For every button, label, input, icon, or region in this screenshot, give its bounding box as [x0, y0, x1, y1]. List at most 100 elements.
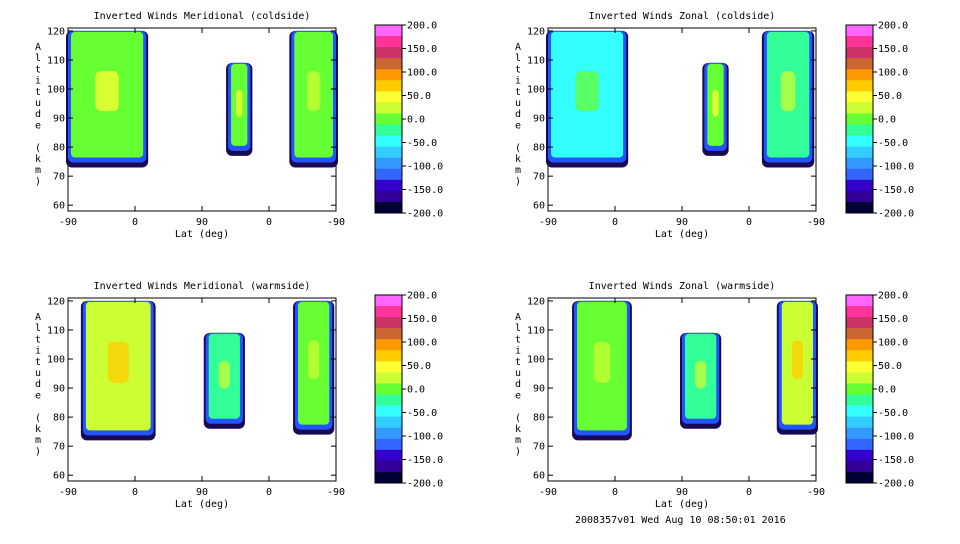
colorbar-swatch: [846, 124, 873, 137]
y-tick-label: 60: [533, 471, 545, 482]
colorbar-swatch: [846, 350, 873, 362]
x-tick-label: -90: [807, 487, 825, 498]
colorbar-tick-label: -100.0: [878, 162, 914, 173]
colorbar-tick-label: -50.0: [878, 408, 908, 419]
colorbar-tick-label: 100.0: [878, 338, 908, 349]
colorbar-swatch: [375, 317, 402, 329]
colorbar-swatch: [846, 427, 873, 440]
y-tick-label: 80: [53, 143, 65, 154]
colorbar-tick-label: 150.0: [878, 44, 908, 55]
y-tick-label: 120: [47, 296, 65, 307]
contour-core: [308, 340, 320, 380]
colorbar-swatch: [846, 383, 873, 396]
x-tick-label: 0: [612, 487, 618, 498]
x-tick-label: -90: [539, 487, 557, 498]
y-tick-label: 80: [533, 413, 545, 424]
y-tick-label: 80: [533, 143, 545, 154]
contour-core: [95, 70, 119, 112]
colorbar-swatch: [375, 168, 402, 181]
colorbar-swatch: [846, 113, 873, 126]
x-tick-label: -90: [59, 487, 77, 498]
x-tick-label: 90: [676, 487, 688, 498]
colorbar-swatch: [846, 157, 873, 170]
colorbar-swatch: [846, 25, 873, 37]
x-tick-label: 0: [266, 217, 272, 228]
x-tick-label: -90: [807, 217, 825, 228]
colorbar-swatch: [846, 295, 873, 307]
colorbar-tick-label: -150.0: [878, 185, 914, 196]
y-tick-label: 110: [527, 325, 545, 336]
colorbar-tick-label: -150.0: [407, 455, 443, 466]
colorbar-tick-label: -50.0: [407, 408, 437, 419]
y-tick-label: 120: [527, 26, 545, 37]
colorbar-swatch: [846, 47, 873, 59]
y-tick-label: 100: [47, 355, 65, 366]
colorbar-tick-label: -200.0: [407, 479, 443, 490]
colorbar-swatch: [375, 25, 402, 37]
y-tick-label: 110: [527, 55, 545, 66]
colorbar-swatch: [375, 190, 402, 203]
chart-title: Inverted Winds Meridional (coldside): [94, 11, 311, 22]
contour-core: [218, 360, 230, 389]
colorbar-swatch: [846, 460, 873, 473]
y-tick-label: 100: [527, 355, 545, 366]
x-tick-label: -90: [327, 487, 345, 498]
chart-panel-1: Inverted Winds Zonal (coldside) 60 70 80 90 1…: [515, 11, 914, 240]
x-tick-label: 0: [132, 217, 138, 228]
colorbar-tick-label: 150.0: [407, 314, 437, 325]
y-tick-label: 70: [53, 172, 65, 183]
colorbar-tick-label: 150.0: [878, 314, 908, 325]
colorbar-swatch: [375, 102, 402, 114]
colorbar-swatch: [846, 394, 873, 407]
colorbar-tick-label: 0.0: [407, 385, 425, 396]
x-tick-label: 0: [266, 487, 272, 498]
colorbar-swatch: [375, 438, 402, 451]
y-tick-label: 90: [53, 384, 65, 395]
chart-title: Inverted Winds Zonal (coldside): [589, 11, 776, 22]
colorbar-swatch: [846, 201, 873, 214]
colorbar-swatch: [375, 58, 402, 70]
colorbar-swatch: [375, 306, 402, 318]
colorbar-swatch: [846, 328, 873, 340]
x-tick-label: 0: [132, 487, 138, 498]
colorbar-swatch: [846, 306, 873, 318]
colorbar-swatch: [846, 102, 873, 114]
y-tick-label: 110: [47, 55, 65, 66]
colorbar-swatch: [375, 460, 402, 473]
y-tick-label: 90: [53, 114, 65, 125]
colorbar-swatch: [846, 372, 873, 384]
colorbar-tick-label: -150.0: [407, 185, 443, 196]
colorbar-swatch: [846, 449, 873, 462]
colorbar-tick-label: 50.0: [407, 361, 431, 372]
colorbar-tick-label: 0.0: [407, 115, 425, 126]
contour-core: [712, 89, 719, 117]
colorbar-tick-label: 200.0: [407, 21, 437, 32]
y-tick-label: 80: [53, 413, 65, 424]
y-tick-label: 120: [527, 296, 545, 307]
colorbar-swatch: [375, 124, 402, 137]
y-tick-label: 100: [47, 85, 65, 96]
colorbar-tick-label: 50.0: [407, 91, 431, 102]
x-tick-label: -90: [539, 217, 557, 228]
colorbar-tick-label: 100.0: [407, 338, 437, 349]
colorbar-swatch: [846, 146, 873, 159]
colorbar-swatch: [846, 471, 873, 484]
colorbar-tick-label: 0.0: [878, 385, 896, 396]
colorbar-swatch: [846, 91, 873, 103]
contour-core: [791, 340, 803, 380]
colorbar-swatch: [846, 190, 873, 203]
chart-panel-0: Inverted Winds Meridional (coldside) 60 70…: [35, 11, 443, 240]
colorbar-swatch: [375, 91, 402, 103]
colorbar-swatch: [375, 405, 402, 418]
colorbar-swatch: [375, 80, 402, 92]
colorbar-tick-label: -200.0: [407, 209, 443, 220]
contour-core: [107, 341, 129, 383]
y-tick-label: 100: [527, 85, 545, 96]
colorbar-swatch: [375, 339, 402, 351]
contour-core: [575, 70, 599, 112]
contour-core: [695, 360, 707, 389]
